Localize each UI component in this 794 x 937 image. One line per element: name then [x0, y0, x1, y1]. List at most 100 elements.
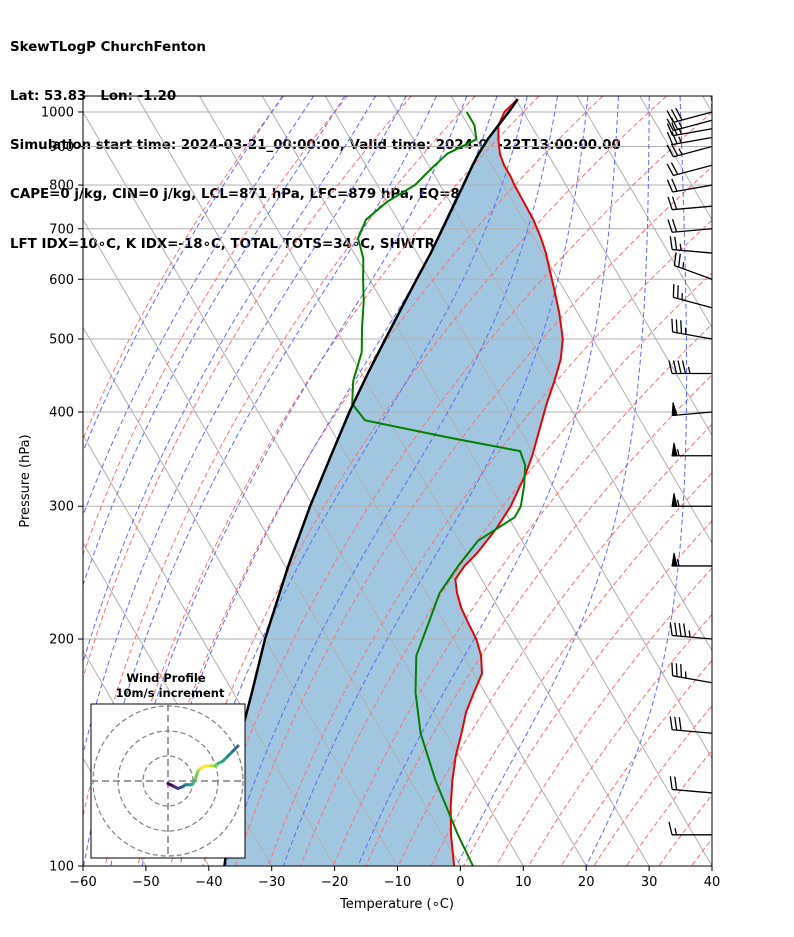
- dry-adiabat: [83, 96, 285, 441]
- moist-adiabat: [357, 96, 619, 866]
- barb-flag: [677, 253, 681, 268]
- x-tick-label: −40: [195, 875, 222, 890]
- dewpoint-line: [351, 111, 527, 866]
- barb-halfflag: [674, 828, 678, 835]
- wind-barb: [666, 107, 713, 123]
- dry-adiabat: [625, 749, 712, 866]
- dry-adiabat: [658, 794, 712, 866]
- barb-halfflag: [678, 136, 683, 144]
- isotherm-gridline: [83, 326, 398, 866]
- wind-barb: [666, 131, 713, 146]
- barb-staff: [672, 729, 713, 734]
- y-tick-label: 100: [49, 860, 74, 875]
- barb-flag: [666, 118, 674, 131]
- wind-barb: [671, 662, 713, 684]
- barb-halfflag: [687, 366, 691, 374]
- moist-adiabat: [585, 96, 688, 866]
- barb-flag: [667, 196, 673, 210]
- barb-flag: [669, 622, 673, 636]
- wind-barb: [671, 318, 713, 340]
- barb-staff: [673, 111, 713, 123]
- wind-barb: [669, 622, 713, 640]
- wind-barb: [667, 196, 713, 211]
- isotherm-gridline: [324, 96, 712, 760]
- dry-adiabat: [560, 659, 712, 866]
- isotherm-gridline: [513, 96, 712, 437]
- wind-barb: [666, 178, 713, 193]
- barb-pennant: [671, 493, 678, 507]
- wind-barb: [668, 821, 712, 836]
- barb-flag: [680, 320, 683, 334]
- barb-staff: [674, 264, 713, 280]
- barb-flag: [667, 219, 673, 233]
- barb-flag: [674, 236, 678, 251]
- y-tick-label: 800: [49, 179, 74, 194]
- barb-flag: [666, 144, 674, 158]
- time-line: Simulation start time: 2024-03-21_00:00:…: [10, 138, 621, 154]
- moist-adiabat: [225, 96, 558, 866]
- barb-halfflag: [678, 122, 683, 129]
- y-tick-label: 600: [49, 273, 74, 288]
- barb-staff: [672, 331, 713, 340]
- wind-barb: [669, 776, 713, 794]
- barb-flag: [669, 236, 673, 250]
- moist-adiabat: [83, 96, 377, 665]
- y-axis-label: Pressure (hPa): [18, 434, 33, 527]
- wind-barb: [668, 360, 712, 375]
- barb-flag: [675, 319, 678, 333]
- barb-flag: [674, 716, 678, 731]
- barb-flag: [680, 664, 683, 678]
- barb-flag: [671, 196, 678, 210]
- barb-staff: [672, 634, 713, 640]
- moist-adiabat: [83, 96, 346, 587]
- wind-barb: [671, 442, 712, 457]
- y-tick-label: 1000: [41, 105, 74, 120]
- barb-flag: [673, 252, 677, 266]
- isotherm-gridline: [639, 96, 712, 221]
- barb-flag: [666, 123, 674, 136]
- dry-adiabat: [83, 96, 348, 556]
- x-tick-label: −60: [69, 875, 96, 890]
- x-tick-label: −10: [384, 875, 411, 890]
- moist-adiabat: [179, 96, 528, 866]
- isotherm-gridline: [199, 96, 650, 866]
- barb-flag: [677, 360, 682, 374]
- y-tick-label: 400: [49, 406, 74, 421]
- moist-adiabat: [710, 96, 712, 121]
- barb-flag: [670, 109, 679, 122]
- barb-flag: [671, 662, 674, 676]
- barb-halfflag: [678, 148, 683, 155]
- barb-staff: [673, 296, 713, 309]
- barb-halfflag: [679, 243, 682, 251]
- barb-flag: [671, 131, 678, 144]
- barb-pennant: [671, 402, 678, 417]
- barb-halfflag: [676, 559, 680, 567]
- parcel-line: [223, 98, 519, 866]
- isotherm-gridline: [83, 218, 461, 866]
- dry-adiabat: [234, 166, 712, 866]
- isotherm-gridline: [450, 96, 712, 544]
- barb-flag: [678, 623, 682, 637]
- wind-barb: [669, 716, 713, 734]
- x-tick-label: 20: [578, 875, 595, 890]
- x-axis-label: Temperature (∘C): [339, 897, 454, 912]
- barb-pennant: [671, 552, 678, 567]
- isotherm-gridline: [576, 96, 712, 329]
- barb-flag: [670, 143, 679, 156]
- isotherm-gridline: [766, 96, 794, 866]
- y-tick-label: 500: [49, 332, 74, 347]
- x-tick-label: −30: [258, 875, 285, 890]
- temperature-line: [449, 98, 564, 866]
- barb-staff: [672, 788, 713, 794]
- dry-adiabat: [267, 219, 712, 866]
- station-title: SkewTLogP ChurchFenton: [10, 39, 206, 55]
- barb-flag: [683, 623, 687, 637]
- y-tick-label: 200: [49, 633, 74, 648]
- barb-flag: [674, 622, 678, 637]
- grid-layer: [83, 96, 794, 866]
- barb-staff: [672, 136, 713, 146]
- wind-barb: [667, 218, 713, 233]
- barb-halfflag: [682, 261, 685, 269]
- x-tick-label: 30: [641, 875, 658, 890]
- barb-flag: [671, 218, 678, 233]
